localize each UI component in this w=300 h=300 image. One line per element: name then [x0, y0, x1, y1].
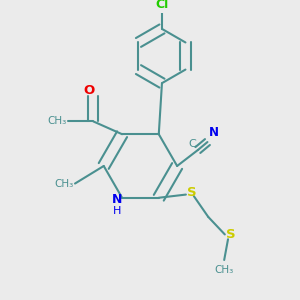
- Text: S: S: [188, 185, 197, 199]
- Text: H: H: [113, 206, 122, 215]
- Text: CH₃: CH₃: [54, 178, 74, 188]
- Text: N: N: [112, 193, 122, 206]
- Text: O: O: [83, 84, 94, 97]
- Text: C: C: [188, 140, 196, 149]
- Text: S: S: [226, 228, 236, 241]
- Text: CH₃: CH₃: [214, 265, 234, 275]
- Text: N: N: [209, 127, 219, 140]
- Text: CH₃: CH₃: [47, 116, 66, 126]
- Text: Cl: Cl: [155, 0, 169, 11]
